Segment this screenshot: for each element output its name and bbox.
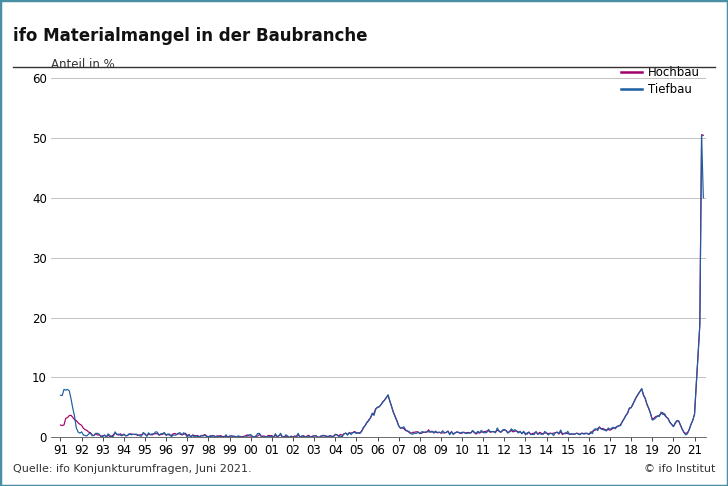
- Text: ifo Materialmangel in der Baubranche: ifo Materialmangel in der Baubranche: [13, 27, 368, 45]
- Text: Quelle: ifo Konjunkturumfragen, Juni 2021.: Quelle: ifo Konjunkturumfragen, Juni 202…: [13, 464, 252, 474]
- Text: © ifo Institut: © ifo Institut: [644, 464, 715, 474]
- Legend: Hochbau, Tiefbau: Hochbau, Tiefbau: [621, 66, 700, 96]
- Text: Anteil in %: Anteil in %: [51, 57, 115, 70]
